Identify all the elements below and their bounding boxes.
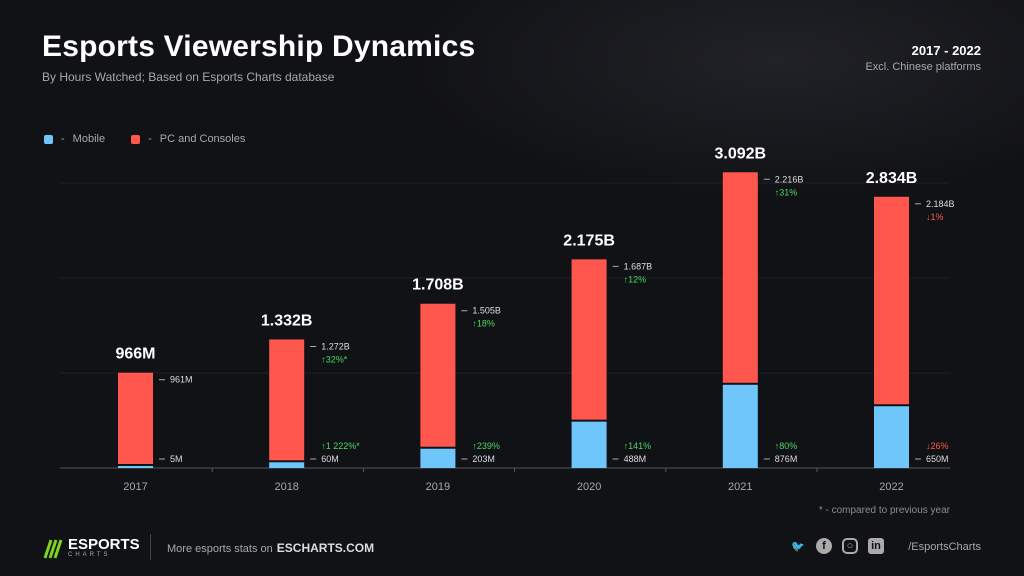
bar-mobile [420,448,456,468]
total-label: 2.175B [563,232,615,249]
year-range: 2017 - 2022 [911,43,981,58]
bar-mobile [118,466,153,468]
pc-value-label: 1.272B [321,341,350,351]
legend-dash: - [61,133,65,145]
pc-change-label: ↑31% [775,187,798,197]
social-links: 🐦 f ○ in [790,538,884,554]
esports-charts-logo[interactable]: ESPORTS CHARTS [42,536,140,560]
more-stats: More esports stats on ESCHARTS.COM [167,541,374,555]
bar-mobile [269,462,305,468]
pc-change-label: ↑12% [624,274,647,284]
bar-pc-consoles [118,372,153,464]
twitter-icon[interactable]: 🐦 [791,540,805,553]
pc-value-label: 1.687B [624,261,653,271]
pc-value-label: 2.184B [926,199,955,209]
legend-swatch-pc [131,134,141,144]
legend-dash: - [148,133,152,145]
mobile-change-label: ↑239% [472,441,500,451]
bar-pc-consoles [269,339,305,461]
bar-mobile [722,384,758,468]
total-label: 1.332B [261,312,313,329]
bar-pc-consoles [571,259,607,420]
mobile-change-label: ↓26% [926,441,949,451]
pc-change-label: ↓1% [926,212,944,222]
logo-subtext: CHARTS [68,552,111,558]
facebook-icon[interactable]: f [816,538,832,554]
bar-pc-consoles [874,196,909,405]
mobile-value-label: 203M [472,454,495,464]
bar-pc-consoles [722,172,758,383]
x-tick-label: 2021 [728,481,752,493]
social-handle[interactable]: /EsportsCharts [908,541,981,553]
logo-text: ESPORTS [68,536,140,553]
x-tick-label: 2020 [577,481,601,493]
total-label: 3.092B [715,145,767,162]
logo-icon [43,539,63,559]
x-tick-label: 2022 [879,481,903,493]
mobile-value-label: 650M [926,454,949,464]
total-label: 1.708B [412,277,464,294]
total-label: 2.834B [866,170,918,187]
mobile-value-label: 60M [321,454,339,464]
legend-label-pc: PC and Consoles [159,133,246,145]
x-tick-label: 2018 [274,481,298,493]
legend-label-mobile: Mobile [72,133,106,145]
divider [150,534,151,560]
bar-mobile [571,421,607,468]
more-text: More esports stats on [167,543,273,555]
exclusion-note: Excl. Chinese platforms [865,61,981,73]
page-title: Esports Viewership Dynamics [42,30,476,63]
linkedin-icon[interactable]: in [868,538,884,554]
mobile-value-label: 876M [775,454,798,464]
background-photo [404,0,1024,200]
mobile-change-label: ↑1 222%* [321,441,360,451]
site-link[interactable]: ESCHARTS.COM [276,541,375,555]
legend-swatch-mobile [44,134,53,144]
mobile-change-label: ↑80% [775,441,798,451]
pc-change-label: ↑32%* [321,354,348,364]
mobile-change-label: ↑141% [624,441,652,451]
bar-mobile [874,406,909,468]
stacked-bar-chart: 2017 966M 961M 5M 2018 1.332B 1.272B ↑32%* 60M ↑1… [60,145,955,493]
subtitle: By Hours Watched; Based on Esports Chart… [42,70,335,84]
mobile-value-label: 488M [624,454,647,464]
pc-value-label: 2.216B [775,174,804,184]
x-tick-label: 2017 [123,481,147,493]
mobile-value-label: 5M [170,454,183,464]
total-label: 966M [115,346,155,363]
pc-value-label: 1.505B [472,306,501,316]
x-tick-label: 2019 [426,481,450,493]
pc-change-label: ↑18% [472,319,495,329]
instagram-icon[interactable]: ○ [842,538,858,554]
footnote: * - compared to previous year [818,505,950,516]
legend: - Mobile - PC and Consoles [44,133,245,145]
bar-pc-consoles [420,303,456,447]
pc-value-label: 961M [170,375,193,385]
